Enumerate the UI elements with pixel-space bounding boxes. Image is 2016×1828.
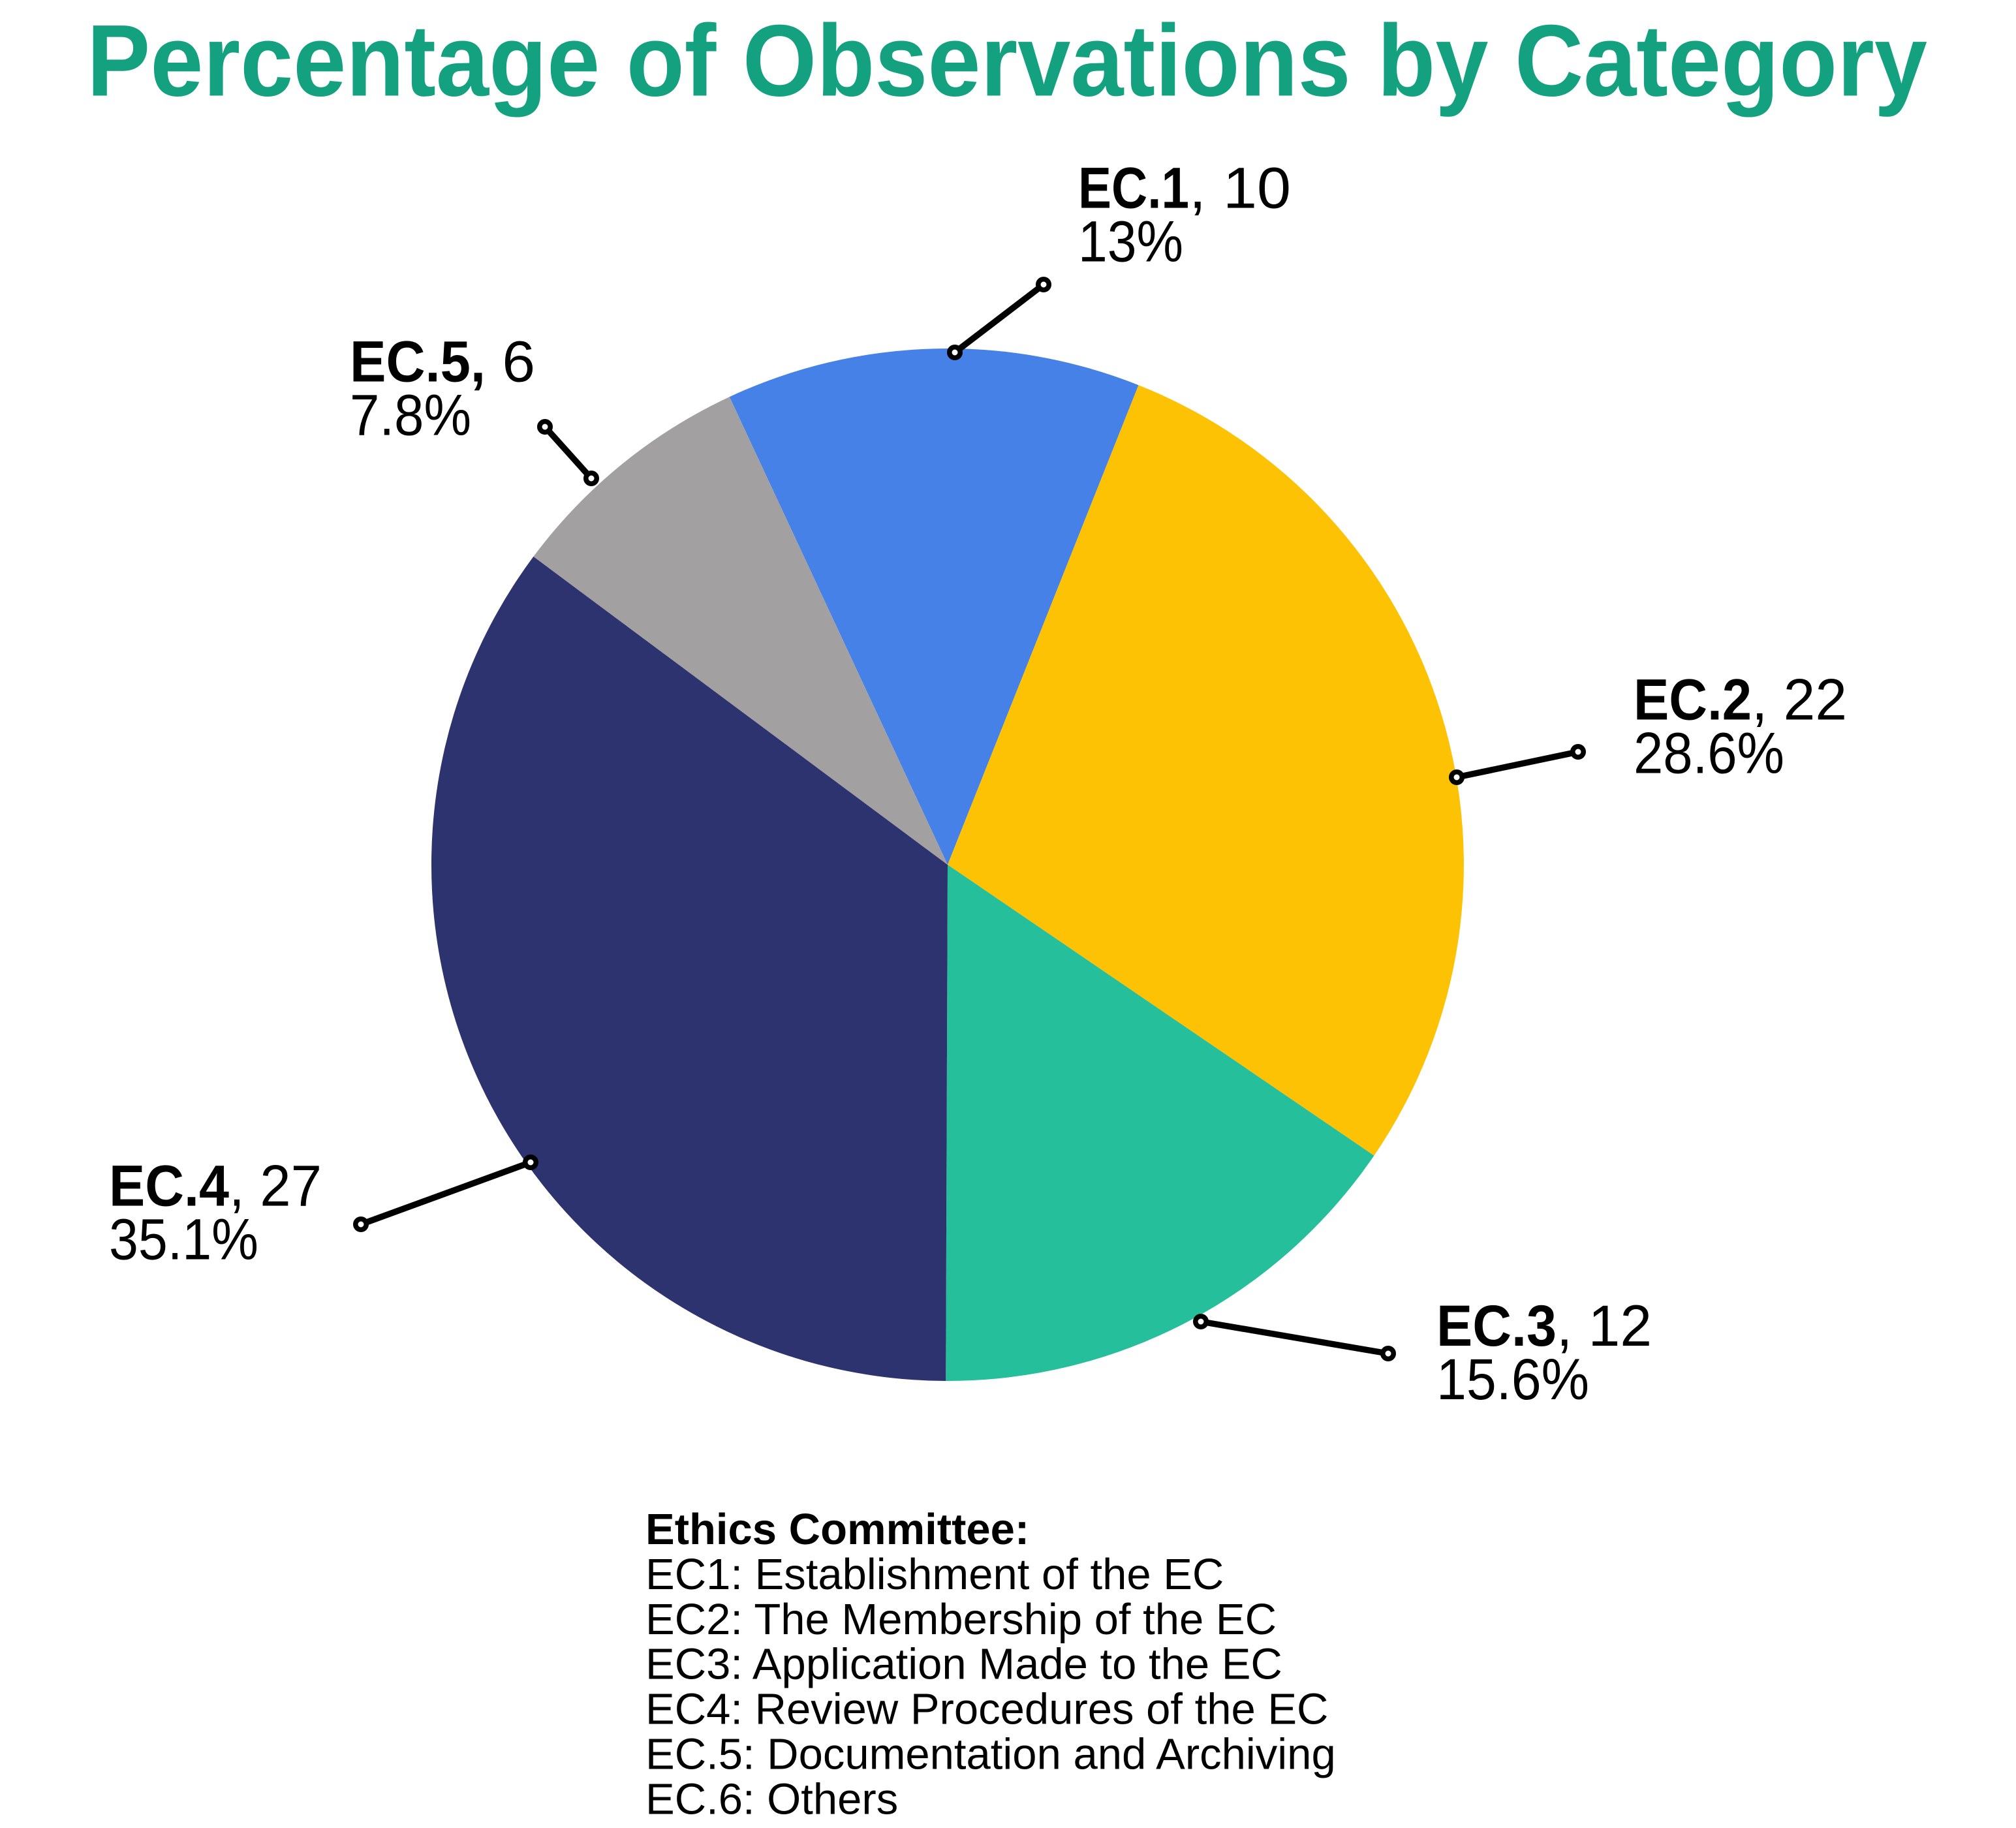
svg-text:, 27: , 27	[229, 1153, 322, 1218]
svg-text:EC.4: EC.4	[109, 1153, 229, 1218]
svg-text:35.1%: 35.1%	[109, 1207, 258, 1272]
svg-text:EC.5: Documentation and Archiv: EC.5: Documentation and Archiving	[645, 1730, 1336, 1779]
svg-text:Percentage of Observations by: Percentage of Observations by Category	[87, 5, 1927, 118]
svg-text:6: 6	[486, 329, 535, 394]
svg-text:, 22: , 22	[1752, 666, 1847, 732]
svg-text:EC.1: EC.1	[1078, 155, 1189, 221]
svg-text:EC.6: Others: EC.6: Others	[645, 1774, 898, 1823]
svg-text:28.6%: 28.6%	[1634, 720, 1784, 785]
svg-text:, 10: , 10	[1189, 155, 1291, 221]
svg-text:EC4: Review Procedures of the: EC4: Review Procedures of the EC	[645, 1685, 1328, 1734]
svg-text:EC.2: EC.2	[1634, 666, 1752, 732]
svg-text:, 12: , 12	[1557, 1293, 1652, 1358]
svg-text:EC.3: EC.3	[1436, 1293, 1557, 1358]
svg-text:7.8%: 7.8%	[350, 382, 471, 448]
svg-text:Ethics Committee:: Ethics Committee:	[645, 1505, 1029, 1554]
svg-text:EC3: Application Made to the E: EC3: Application Made to the EC	[645, 1640, 1282, 1689]
svg-text:EC1: Establishment of the EC: EC1: Establishment of the EC	[645, 1550, 1224, 1599]
svg-text:15.6%: 15.6%	[1436, 1346, 1589, 1412]
svg-text:13%: 13%	[1078, 209, 1183, 274]
svg-text:EC2: The Membership of the EC: EC2: The Membership of the EC	[645, 1595, 1277, 1644]
svg-text:EC.5,: EC.5,	[350, 329, 486, 394]
